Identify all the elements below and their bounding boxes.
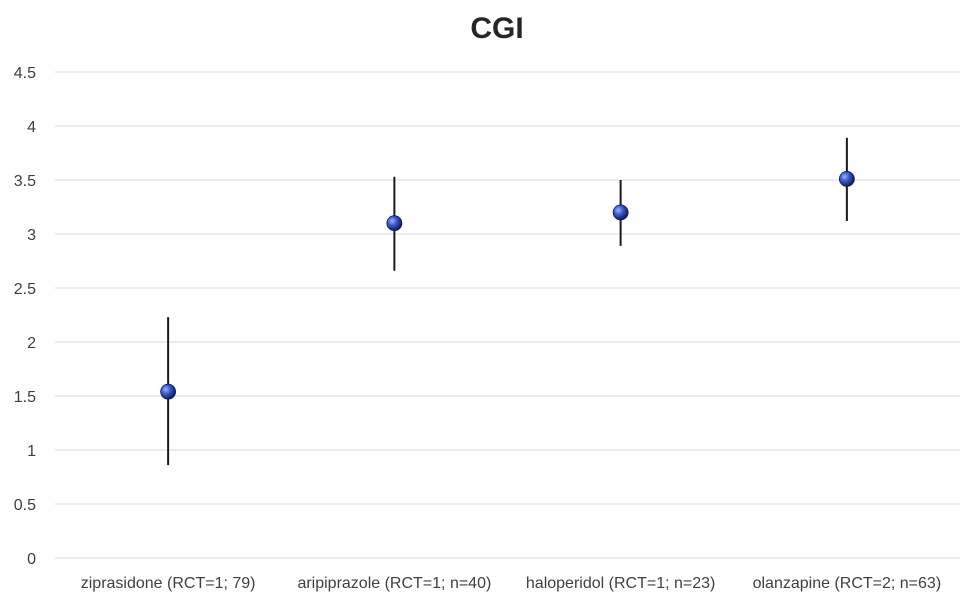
y-tick-label: 2.5 (14, 281, 36, 298)
data-point (612, 204, 629, 221)
y-tick-label: 1.5 (14, 389, 36, 406)
y-tick-label: 4 (27, 119, 36, 136)
error-bars (167, 137, 848, 466)
y-tick-label: 4.5 (14, 65, 36, 82)
data-points (160, 171, 855, 400)
chart-title: CGI (470, 12, 523, 45)
data-point (838, 171, 855, 187)
y-tick-label: 0 (27, 551, 36, 568)
x-tick-label: aripiprazole (RCT=1; n=40) (297, 575, 491, 592)
y-tick-label: 2 (27, 335, 36, 352)
x-tick-label: olanzapine (RCT=2; n=63) (753, 575, 942, 592)
y-tick-label: 1 (27, 443, 36, 460)
x-tick-label: ziprasidone (RCT=1; 79) (81, 575, 256, 592)
y-tick-label: 3 (27, 227, 36, 244)
data-point (160, 383, 177, 400)
y-tick-label: 3.5 (14, 173, 36, 190)
grid-layer (55, 71, 960, 559)
x-axis-tick-labels: ziprasidone (RCT=1; 79) aripiprazole (RCT… (81, 575, 941, 592)
y-tick-label: 0.5 (14, 497, 36, 514)
x-tick-label: haloperidol (RCT=1; n=23) (526, 575, 715, 592)
data-point (386, 215, 403, 232)
y-axis-tick-labels: 0 0.5 1 1.5 2 2.5 3 3.5 4 4.5 (14, 65, 36, 568)
